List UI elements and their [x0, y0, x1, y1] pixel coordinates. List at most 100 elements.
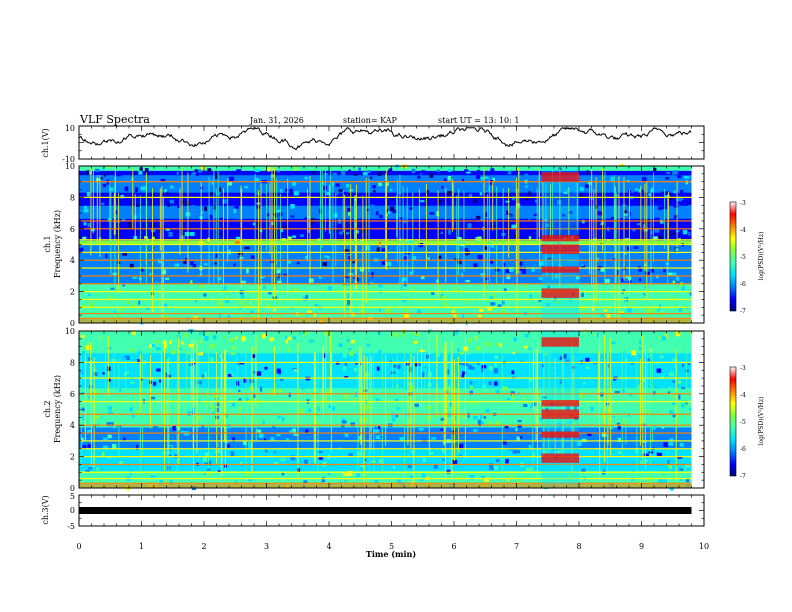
sferic-streak	[161, 353, 163, 417]
spectrogram-noise	[659, 351, 663, 354]
spectrogram-noise	[518, 332, 524, 337]
spectrogram-noise	[416, 221, 420, 225]
spectrogram-noise	[566, 354, 570, 357]
spectrogram-noise	[208, 192, 214, 196]
spectrogram-noise	[420, 275, 425, 280]
spectrogram-noise	[511, 224, 517, 229]
sferic-streak	[535, 349, 537, 442]
spectrogram-noise	[545, 271, 549, 275]
emission-line	[79, 181, 692, 183]
spectrogram-noise	[407, 465, 412, 469]
spectrogram-noise	[552, 366, 556, 370]
spectrogram-noise	[97, 423, 100, 429]
spectrogram-noise	[483, 176, 489, 179]
spectrogram-noise	[488, 275, 494, 281]
spectrogram-noise	[451, 310, 455, 315]
spectrogram-noise	[435, 279, 439, 285]
spectrogram-noise	[437, 284, 443, 290]
spectrogram-noise	[669, 386, 672, 392]
spectrogram-noise	[477, 361, 480, 366]
spectrogram-noise	[274, 451, 277, 454]
spectrogram-noise	[534, 357, 537, 360]
spectrogram-noise	[136, 410, 140, 415]
spectrogram-noise	[90, 345, 93, 350]
spectrogram-noise	[447, 169, 452, 172]
spectrogram-noise	[165, 228, 170, 231]
spectrogram-noise	[439, 437, 444, 441]
spectrogram-noise	[267, 198, 272, 202]
spectrogram-noise	[348, 256, 351, 262]
spectrogram-noise	[441, 186, 444, 189]
spectrogram-noise	[646, 308, 651, 314]
sferic-streak	[369, 347, 371, 474]
spectrogram-noise	[446, 291, 451, 296]
spectrogram-noise	[438, 255, 442, 259]
spectrogram-noise	[107, 378, 111, 382]
spectrogram-noise	[638, 347, 643, 350]
spectrogram-noise	[169, 479, 175, 485]
spectrogram-noise	[276, 209, 281, 215]
spectrogram-noise	[275, 330, 278, 334]
sferic-streak	[198, 338, 200, 397]
spectrogram-noise	[199, 332, 203, 336]
spectrogram-noise	[611, 288, 614, 293]
spectrogram-noise	[226, 430, 230, 434]
spectrogram-noise	[431, 291, 435, 295]
spectrogram-noise	[373, 429, 379, 434]
spectrogram-noise	[256, 371, 262, 376]
sferic-streak	[357, 345, 359, 472]
spectrogram-band	[79, 470, 692, 476]
spectrogram-noise	[580, 335, 584, 340]
spectrogram-noise	[127, 225, 132, 229]
sferic-streak	[245, 332, 247, 473]
spectrogram-noise	[478, 308, 484, 312]
spectrogram-noise	[262, 191, 267, 194]
ch2-colorbar-gradient	[729, 366, 737, 477]
spectrogram-noise	[650, 230, 653, 235]
spectrogram-noise	[249, 402, 252, 406]
spectrogram-noise	[231, 402, 236, 407]
spectrogram-noise	[433, 464, 438, 469]
spectrogram-noise	[519, 261, 523, 266]
sferic-streak	[640, 185, 642, 242]
spectrogram-noise	[635, 176, 641, 181]
spectrogram-noise	[593, 362, 598, 365]
spectrogram-noise	[553, 296, 557, 301]
spectrogram-noise	[676, 276, 680, 281]
spectrogram-noise	[366, 279, 371, 285]
spectrogram-noise	[194, 299, 198, 303]
spectrogram-noise	[308, 408, 312, 412]
spectrogram-noise	[126, 299, 130, 304]
spectrogram-noise	[601, 413, 606, 419]
spectrogram-noise	[488, 463, 493, 468]
spectrogram-noise	[440, 428, 444, 431]
spectrogram-noise	[598, 304, 604, 309]
spectrogram-noise	[417, 309, 422, 314]
spectrogram-noise	[125, 442, 129, 447]
spectrogram-noise	[503, 386, 507, 390]
spectrogram-noise	[157, 259, 162, 264]
spectrogram-noise	[248, 301, 252, 307]
spectrogram-noise	[326, 192, 330, 196]
spectrogram-noise	[246, 247, 251, 252]
spectrogram-noise	[475, 215, 481, 219]
spectrogram-noise	[81, 391, 87, 395]
spectrogram-noise	[204, 336, 209, 341]
spectrogram-noise	[640, 306, 644, 312]
spectrogram-noise	[465, 280, 470, 283]
spectrogram-noise	[296, 468, 301, 472]
spectrogram-noise	[595, 382, 599, 387]
spectrogram-noise	[226, 354, 230, 360]
spectrogram-noise	[653, 391, 656, 395]
spectrogram-noise	[668, 372, 674, 377]
spectrogram-noise	[607, 408, 611, 413]
spectrogram-noise	[367, 208, 370, 212]
spectrogram-noise	[672, 413, 676, 418]
ch3-ytick-0: 0	[70, 506, 75, 515]
ch3-waveform-panel: 5 0 -5 ch.3(V)	[41, 492, 705, 531]
spectrogram-noise	[112, 443, 117, 449]
spectrogram-noise	[321, 180, 324, 186]
sferic-streak	[335, 192, 337, 267]
spectrogram-noise	[138, 300, 141, 305]
sferic-streak	[650, 189, 652, 319]
